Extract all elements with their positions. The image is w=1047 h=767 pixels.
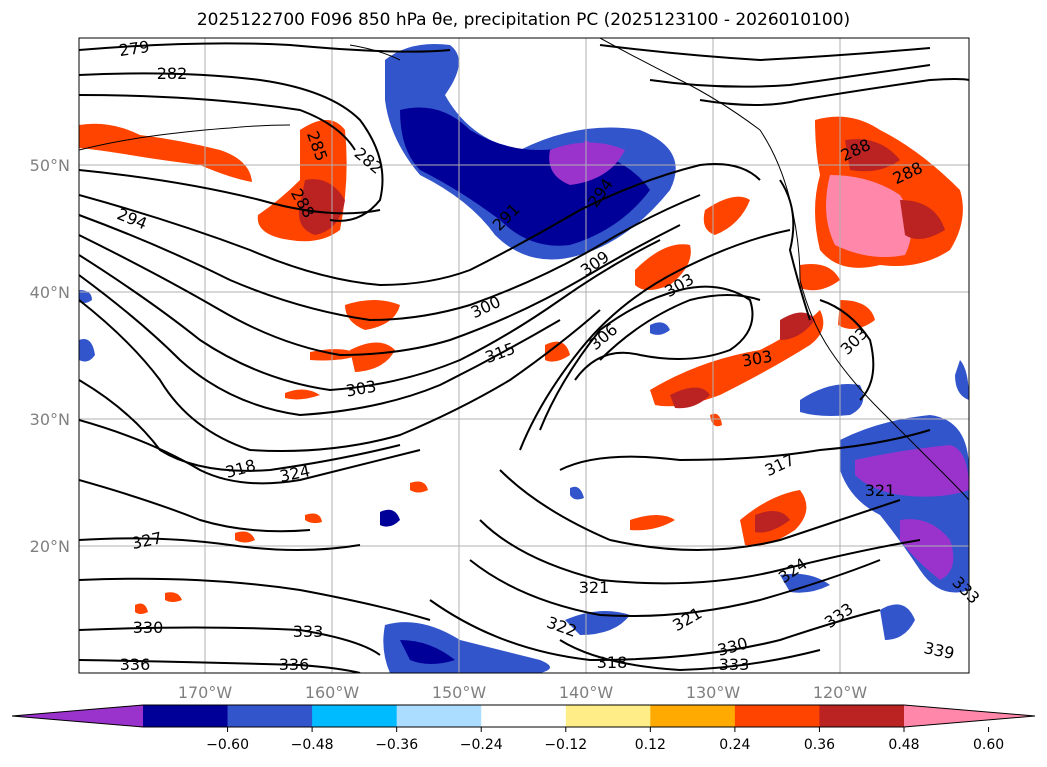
- contour-label: 321: [865, 481, 896, 500]
- contour-label: 333: [719, 655, 750, 674]
- colorbar-segment: [819, 705, 905, 727]
- colorbar-extend-max: [904, 705, 1035, 727]
- colorbar-tick-label: 0.36: [804, 737, 835, 753]
- colorbar-tick-label: 0.60: [973, 737, 1004, 753]
- colorbar-tick-label: 0.12: [635, 737, 666, 753]
- contour-label: 330: [133, 618, 164, 637]
- contour-label: 336: [279, 655, 310, 674]
- lon-label-140w: 140°W: [559, 683, 614, 702]
- lat-label-50n: 50°N: [30, 156, 70, 175]
- contour-label: 279: [118, 37, 151, 60]
- colorbar-extend-min: [12, 705, 143, 727]
- colorbar-tick-label: −0.48: [291, 737, 334, 753]
- precip-shading: [79, 44, 969, 673]
- lon-label-150w: 150°W: [432, 683, 487, 702]
- colorbar-segment: [143, 705, 229, 727]
- lon-label-170w: 170°W: [178, 683, 233, 702]
- lat-label-20n: 20°N: [30, 537, 70, 556]
- colorbar-tick-label: −0.36: [375, 737, 418, 753]
- contour-label: 321: [579, 578, 610, 597]
- lon-label-120w: 120°W: [813, 683, 868, 702]
- colorbar-segment: [650, 705, 736, 727]
- colorbar-segment: [396, 705, 482, 727]
- colorbar-tick-label: 0.48: [888, 737, 919, 753]
- colorbar-segment: [312, 705, 398, 727]
- contour-label: 282: [157, 64, 188, 83]
- colorbar-segment: [565, 705, 651, 727]
- colorbar-tick-label: −0.12: [544, 737, 587, 753]
- map-title: 2025122700 F096 850 hPa θe, precipitatio…: [196, 10, 851, 30]
- lat-label-40n: 40°N: [30, 283, 70, 302]
- colorbar: −0.60 −0.48 −0.36 −0.24 −0.12 0.12 0.24 0.36 0.4…: [11, 704, 1036, 753]
- lon-label-130w: 130°W: [686, 683, 741, 702]
- colorbar-tick-label: −0.24: [460, 737, 503, 753]
- colorbar-outline: [11, 704, 1036, 728]
- contour-label: 333: [293, 622, 324, 641]
- latitude-labels: 50°N 40°N 30°N 20°N: [30, 156, 70, 556]
- gridlines: [79, 38, 969, 673]
- contour-label: 336: [120, 655, 151, 674]
- colorbar-segment: [734, 705, 820, 727]
- colorbar-segment: [481, 705, 567, 727]
- theta-e-contours: [79, 42, 969, 673]
- lat-label-30n: 30°N: [30, 410, 70, 429]
- longitude-labels: 170°W 160°W 150°W 140°W 130°W 120°W: [178, 683, 868, 702]
- map-border: [78, 37, 970, 674]
- colorbar-tick-label: 0.24: [719, 737, 750, 753]
- colorbar-segment: [227, 705, 313, 727]
- contour-label: 318: [597, 653, 628, 672]
- colorbar-tick-label: −0.60: [206, 737, 249, 753]
- coastlines: [79, 38, 969, 501]
- lon-label-160w: 160°W: [305, 683, 360, 702]
